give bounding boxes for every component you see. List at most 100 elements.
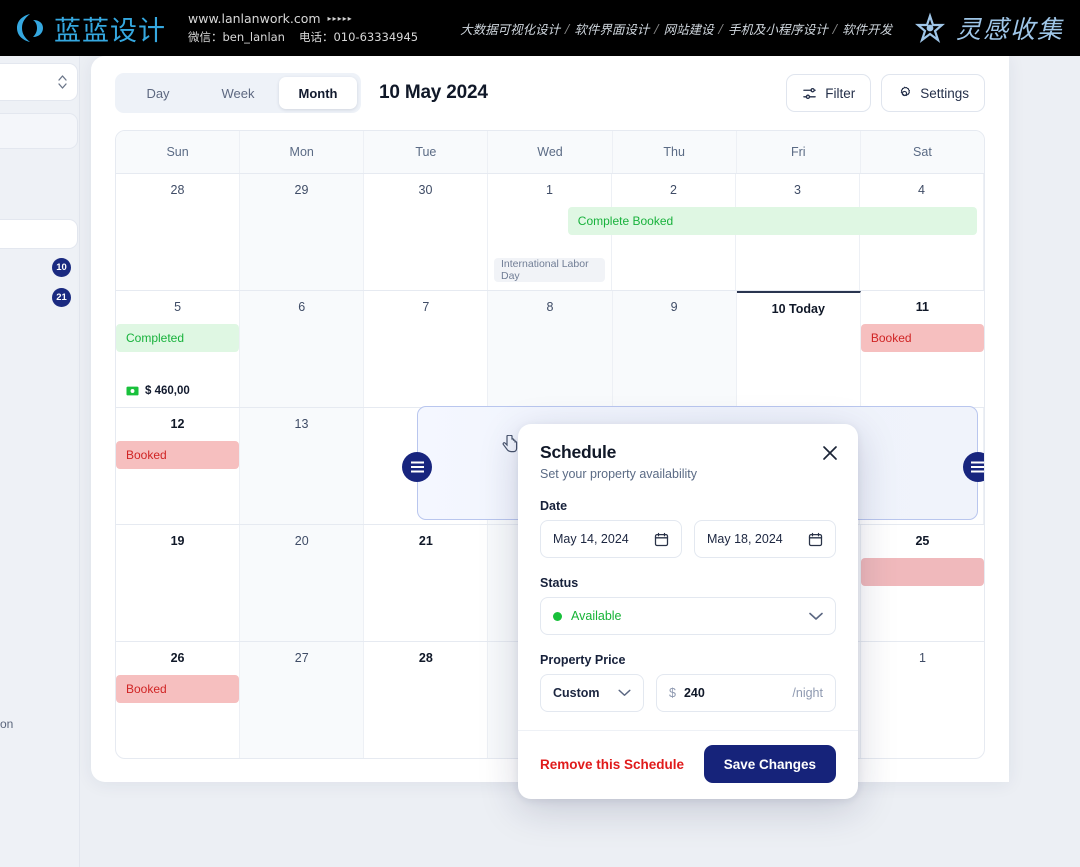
- day-price: $ 460,00: [126, 385, 190, 397]
- view-tab-week[interactable]: Week: [199, 77, 277, 109]
- gear-icon: [900, 86, 911, 96]
- day-number: 26: [170, 651, 185, 665]
- currency-symbol: $: [669, 686, 676, 700]
- status-label: Status: [540, 576, 579, 590]
- day-number: 1: [546, 183, 553, 197]
- day-cell[interactable]: 19: [116, 525, 241, 641]
- toolbar-actions: Filter Settings: [786, 74, 985, 112]
- day-cell[interactable]: 4: [860, 174, 984, 290]
- save-changes-button[interactable]: Save Changes: [703, 745, 836, 783]
- day-number: 5: [174, 300, 182, 314]
- event-complete-booked[interactable]: Complete Booked: [567, 207, 978, 235]
- selection-handle-left[interactable]: [402, 452, 433, 482]
- chevron-down-icon[interactable]: [618, 689, 631, 697]
- price-type-value: Custom: [553, 686, 600, 700]
- day-cell[interactable]: 27: [240, 642, 365, 758]
- settings-button[interactable]: Settings: [881, 74, 985, 112]
- sidebar-badge-0: 10: [52, 258, 71, 277]
- date-end-value: May 18, 2024: [707, 532, 783, 546]
- date-start-input[interactable]: May 14, 2024: [540, 520, 682, 558]
- day-cell[interactable]: 8: [488, 291, 613, 407]
- event-booked[interactable]: Booked: [116, 675, 240, 703]
- day-number: 7: [422, 300, 430, 314]
- view-tab-month[interactable]: Month: [279, 77, 357, 109]
- day-number: 19: [170, 534, 185, 548]
- service-sep: /: [718, 20, 723, 36]
- day-cell[interactable]: 28: [364, 642, 489, 758]
- day-cell[interactable]: 5 Completed $ 460,00: [116, 291, 241, 407]
- brand-name: 蓝蓝设计: [54, 15, 166, 47]
- sidebar-property-select[interactable]: e: [0, 63, 78, 101]
- status-select[interactable]: Available: [540, 597, 836, 635]
- price-value: $ 460,00: [145, 385, 190, 397]
- service-0: 大数据可视化设计: [460, 21, 561, 37]
- property-price-label: Property Price: [540, 653, 626, 667]
- day-cell[interactable]: 20: [240, 525, 365, 641]
- service-sep: /: [654, 20, 659, 36]
- sidebar-card-tertiary[interactable]: [0, 219, 78, 249]
- service-3: 手机及小程序设计: [727, 21, 828, 37]
- sidebar-peek: e 10 21 on: [0, 56, 80, 867]
- status-dot-icon: [553, 611, 562, 621]
- day-cell-today[interactable]: 10 Today: [736, 291, 861, 407]
- mouse-cursor-icon: [502, 435, 517, 453]
- event-completed[interactable]: Completed: [116, 324, 240, 352]
- service-1: 软件界面设计: [574, 21, 650, 37]
- today-label: Today: [789, 302, 825, 316]
- day-number: 11: [915, 300, 930, 314]
- date-label: Date: [540, 499, 568, 513]
- calendar-week-row: 28 29 30 1 International Labor Day 2 3 4…: [116, 174, 984, 291]
- settings-label: Settings: [920, 85, 969, 101]
- day-number: 29: [294, 183, 309, 197]
- filter-button[interactable]: Filter: [786, 74, 872, 112]
- holiday-label: International Labor Day: [494, 258, 605, 282]
- day-cell[interactable]: 13: [240, 408, 364, 524]
- day-cell[interactable]: 7: [364, 291, 489, 407]
- arrows-icon: ▸▸▸▸▸: [327, 13, 353, 23]
- price-type-select[interactable]: Custom: [540, 674, 644, 712]
- inspiration-label: 灵感收集: [955, 15, 1064, 44]
- stepper-icon[interactable]: [58, 75, 67, 89]
- money-icon: [126, 386, 139, 396]
- today-number: 10: [771, 302, 786, 316]
- chevron-down-icon[interactable]: [809, 612, 823, 621]
- status-value: Available: [571, 609, 622, 623]
- day-number: 12: [170, 417, 185, 431]
- watermark-contact: www.lanlanwork.com ▸▸▸▸▸ 微信：ben_lanlan 电…: [188, 9, 418, 46]
- date-end-input[interactable]: May 18, 2024: [694, 520, 836, 558]
- event-booked[interactable]: Booked: [116, 441, 239, 469]
- calendar-icon[interactable]: [808, 532, 823, 547]
- day-number: 4: [918, 183, 925, 197]
- day-cell[interactable]: 12 Booked: [116, 408, 240, 524]
- price-amount-input[interactable]: $ 240 /night: [656, 674, 836, 712]
- day-cell[interactable]: 11 Booked: [860, 291, 984, 407]
- sidebar-card-secondary[interactable]: [0, 113, 78, 149]
- service-sep: /: [565, 20, 570, 36]
- calendar-icon[interactable]: [654, 532, 669, 547]
- day-number: 14: [418, 417, 433, 431]
- day-cell[interactable]: 21: [364, 525, 489, 641]
- view-tab-day[interactable]: Day: [119, 77, 197, 109]
- day-cell[interactable]: 30: [364, 174, 488, 290]
- day-cell[interactable]: 1: [861, 642, 984, 758]
- calendar-week-row: 5 Completed $ 460,00 6 7 8 9: [116, 291, 984, 408]
- remove-schedule-button[interactable]: Remove this Schedule: [540, 756, 685, 772]
- price-amount-value: 240: [683, 686, 705, 700]
- day-cell[interactable]: 25: [860, 525, 984, 641]
- day-cell[interactable]: 9: [612, 291, 737, 407]
- current-date-label: 10 May 2024: [379, 82, 488, 103]
- event-booked[interactable]: Booked: [860, 324, 984, 352]
- day-cell[interactable]: 29: [240, 174, 364, 290]
- day-cell[interactable]: 6: [240, 291, 365, 407]
- close-icon[interactable]: [820, 443, 840, 463]
- watermark-services: 大数据可视化设计 / 软件界面设计 / 网站建设 / 手机及小程序设计 / 软件…: [460, 19, 892, 38]
- day-number: 6: [298, 300, 306, 314]
- day-number: 18: [914, 417, 929, 431]
- day-cell[interactable]: 28: [116, 174, 240, 290]
- event-booked-partial[interactable]: [860, 558, 984, 586]
- day-cell[interactable]: 26 Booked: [116, 642, 241, 758]
- day-number: 1: [918, 651, 926, 665]
- weekday-wed: Wed: [488, 131, 613, 173]
- day-number: 8: [546, 300, 554, 314]
- day-number: 25: [915, 534, 930, 548]
